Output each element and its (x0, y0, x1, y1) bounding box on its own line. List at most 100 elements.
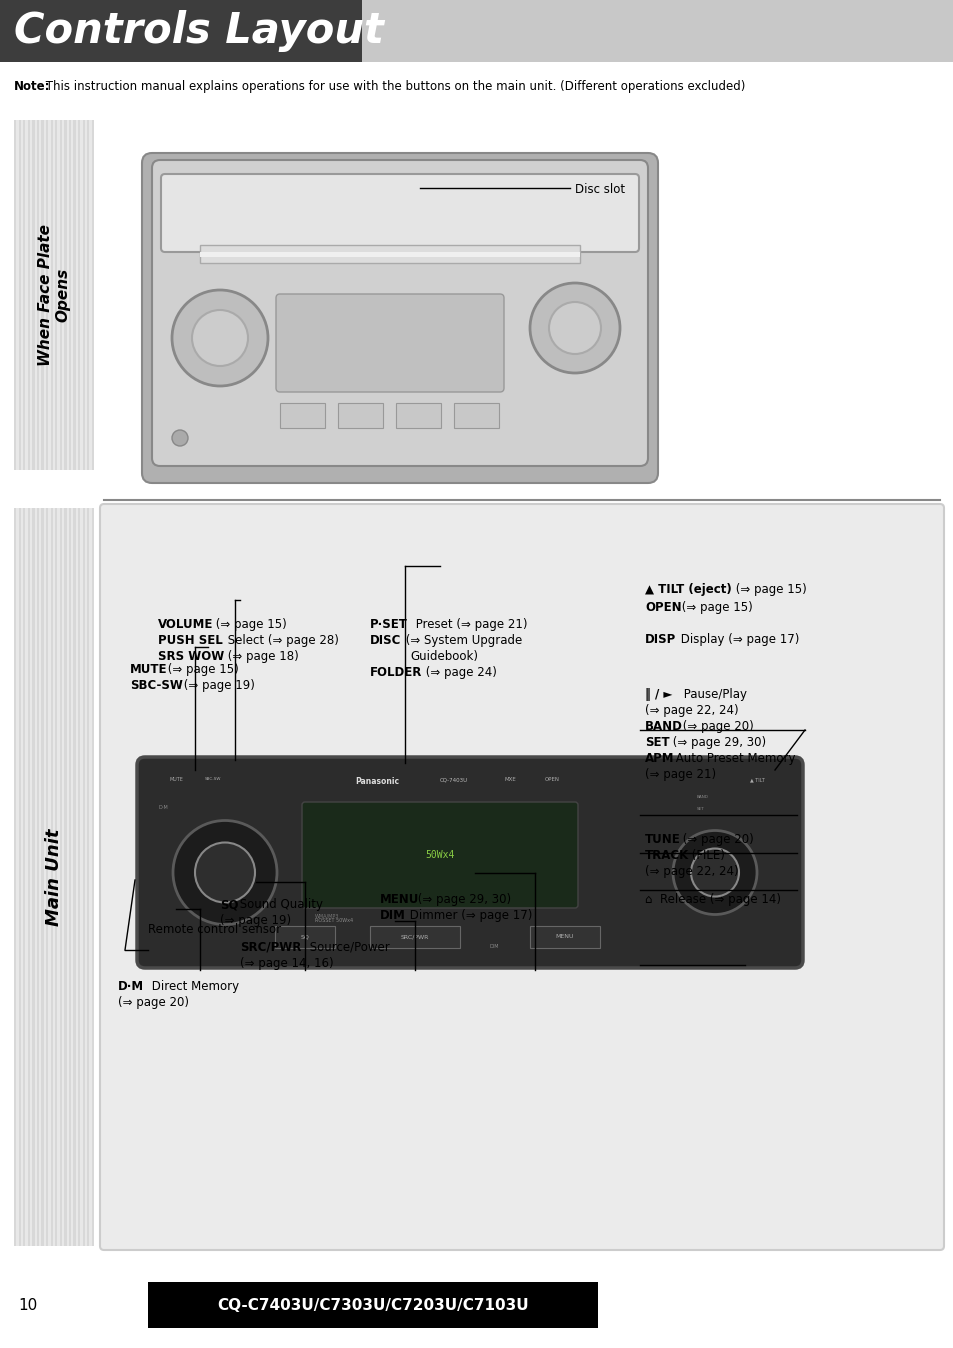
Text: WMA/MP3: WMA/MP3 (314, 913, 339, 918)
Text: (⇒ page 19): (⇒ page 19) (220, 914, 291, 927)
Text: SET: SET (697, 807, 704, 811)
Text: Disc slot: Disc slot (575, 183, 624, 195)
Text: MUTE: MUTE (170, 776, 184, 782)
Text: Guidebook): Guidebook) (410, 650, 477, 663)
Text: (⇒ page 15): (⇒ page 15) (731, 582, 806, 596)
Text: 50Wx4: 50Wx4 (425, 851, 455, 860)
Text: Controls Layout: Controls Layout (14, 9, 383, 53)
Bar (0, 0, 361, 62)
Text: SET: SET (644, 736, 669, 749)
Bar (18, 508, 21, 1246)
Bar (69, 508, 71, 1246)
FancyBboxPatch shape (275, 294, 503, 392)
Text: (⇒ page 20): (⇒ page 20) (679, 833, 753, 847)
Bar (51, 120, 52, 470)
Bar (64, 120, 67, 470)
Text: Auto Preset Memory: Auto Preset Memory (671, 752, 795, 766)
FancyBboxPatch shape (152, 160, 647, 466)
Text: (⇒ page 15): (⇒ page 15) (212, 617, 287, 631)
Bar (370, 926, 459, 948)
Text: (⇒ page 19): (⇒ page 19) (180, 679, 254, 692)
Bar (87, 508, 90, 1246)
Text: Preset (⇒ page 21): Preset (⇒ page 21) (412, 617, 527, 631)
Text: MUTE: MUTE (130, 663, 168, 675)
Text: Main Unit: Main Unit (45, 828, 63, 926)
Text: MENU: MENU (556, 934, 574, 940)
Text: (⇒ page 20): (⇒ page 20) (118, 996, 189, 1010)
Bar (395, 403, 440, 429)
Bar (78, 508, 80, 1246)
Bar (41, 508, 44, 1246)
Text: SRS WOW: SRS WOW (158, 650, 224, 663)
Bar (60, 508, 62, 1246)
Bar (83, 508, 85, 1246)
FancyBboxPatch shape (100, 504, 943, 1250)
Text: P·SET: P·SET (370, 617, 408, 631)
Bar (28, 120, 30, 470)
Text: SBC-SW: SBC-SW (130, 679, 183, 692)
Bar (73, 120, 75, 470)
Bar (28, 508, 30, 1246)
Circle shape (672, 830, 757, 914)
Bar (32, 508, 34, 1246)
Text: OPEN: OPEN (544, 776, 559, 782)
Bar (83, 120, 85, 470)
Text: Remote control sensor: Remote control sensor (148, 923, 281, 936)
Text: FOLDER: FOLDER (370, 666, 422, 679)
Text: VOLUME: VOLUME (158, 617, 213, 631)
Text: SBC-SW: SBC-SW (205, 776, 221, 780)
Bar (14, 120, 16, 470)
Circle shape (548, 302, 600, 355)
Bar (200, 252, 579, 257)
Text: ⌂  Release (⇒ page 14): ⌂ Release (⇒ page 14) (644, 892, 781, 906)
Text: TUNE: TUNE (644, 833, 680, 847)
Circle shape (690, 848, 739, 896)
Bar (55, 508, 57, 1246)
Text: Source/Power: Source/Power (306, 941, 390, 954)
Text: D-M: D-M (159, 805, 169, 810)
Bar (41, 120, 44, 470)
Text: (⇒ page 22, 24): (⇒ page 22, 24) (644, 865, 738, 878)
Bar (23, 120, 26, 470)
Text: ▲ TILT: ▲ TILT (749, 776, 764, 782)
Text: APM: APM (644, 752, 674, 766)
Text: Select (⇒ page 28): Select (⇒ page 28) (224, 634, 338, 647)
Text: Display (⇒ page 17): Display (⇒ page 17) (677, 634, 799, 646)
Bar (37, 120, 39, 470)
Text: Note:: Note: (14, 80, 51, 93)
Bar (60, 120, 62, 470)
Circle shape (172, 821, 276, 925)
Bar (454, 403, 498, 429)
Bar (46, 120, 49, 470)
Bar (32, 120, 34, 470)
Bar (91, 120, 94, 470)
Bar (14, 508, 94, 1246)
Bar (78, 120, 80, 470)
Text: SRC/PWR: SRC/PWR (240, 941, 301, 954)
Text: DISP: DISP (644, 634, 676, 646)
Bar (148, 1282, 598, 1328)
Text: TRACK: TRACK (644, 849, 688, 861)
Text: (⇒ page 22, 24): (⇒ page 22, 24) (644, 704, 738, 717)
Bar (18, 120, 21, 470)
Bar (87, 120, 90, 470)
Text: DIM: DIM (490, 944, 499, 949)
Bar (14, 120, 94, 470)
Text: This instruction manual explains operations for use with the buttons on the main: This instruction manual explains operati… (42, 80, 744, 93)
Circle shape (192, 310, 248, 367)
FancyBboxPatch shape (161, 174, 639, 252)
Bar (530, 926, 599, 948)
Text: OPEN: OPEN (644, 601, 680, 613)
Bar (23, 508, 26, 1246)
Bar (91, 508, 94, 1246)
Text: Dimmer (⇒ page 17): Dimmer (⇒ page 17) (406, 909, 532, 922)
Bar (274, 926, 335, 948)
Bar (46, 508, 49, 1246)
Text: (⇒ page 24): (⇒ page 24) (421, 666, 497, 679)
Bar (361, 0, 953, 62)
Text: (⇒ page 21): (⇒ page 21) (644, 768, 716, 780)
Circle shape (530, 283, 619, 373)
Text: SRC/PWR: SRC/PWR (400, 934, 429, 940)
Text: DISC: DISC (370, 634, 401, 647)
Text: (FILE): (FILE) (687, 849, 724, 861)
